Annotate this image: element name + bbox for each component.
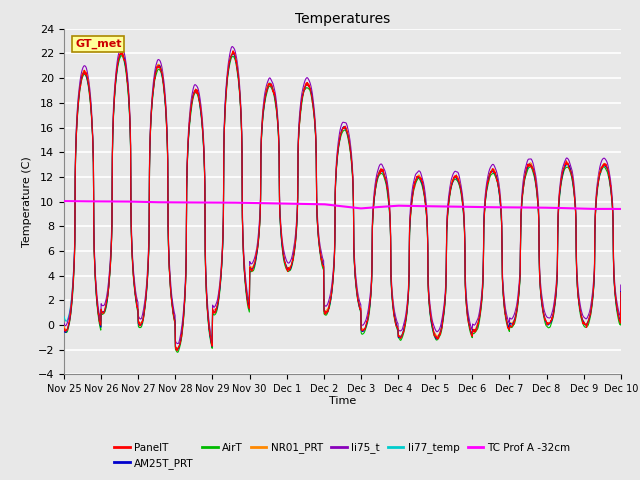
Title: Temperatures: Temperatures xyxy=(295,12,390,26)
Text: GT_met: GT_met xyxy=(75,39,122,49)
X-axis label: Time: Time xyxy=(329,396,356,406)
Y-axis label: Temperature (C): Temperature (C) xyxy=(22,156,32,247)
Legend: PanelT, AM25T_PRT, AirT, NR01_PRT, li75_t, li77_temp, TC Prof A -32cm: PanelT, AM25T_PRT, AirT, NR01_PRT, li75_… xyxy=(110,438,575,473)
